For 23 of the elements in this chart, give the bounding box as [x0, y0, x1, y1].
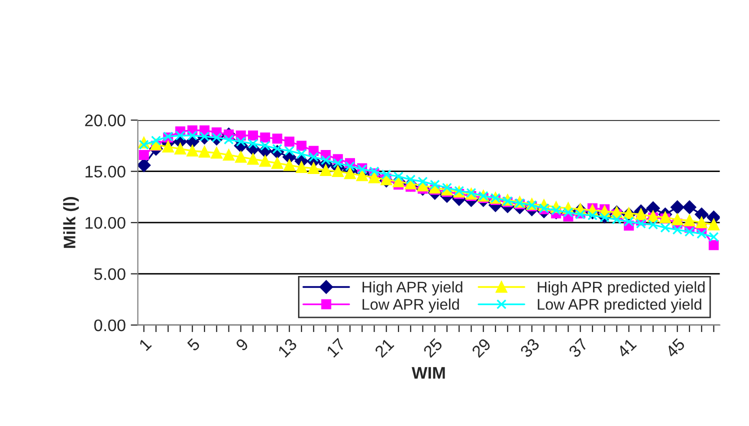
x-tick-label: 5 — [186, 338, 201, 352]
x-tick-label: 1 — [138, 338, 152, 352]
legend-label: Low APR predicted yield — [538, 298, 702, 313]
x-tick-label: 29 — [471, 338, 492, 358]
x-tick-label: 45 — [664, 338, 686, 358]
y-tick-label: 10.00 — [86, 216, 126, 229]
y-axis-title: Milk (l) — [63, 197, 79, 248]
legend-label: High APR yield — [362, 281, 462, 296]
x-tick-label: 37 — [568, 338, 588, 358]
legend-label: Low APR yield — [362, 298, 459, 313]
y-tick-label: 0.00 — [94, 319, 126, 332]
y-tick-label: 5.00 — [94, 268, 126, 280]
x-tick-label: 17 — [326, 338, 346, 358]
x-tick-label: 41 — [616, 338, 637, 358]
legend-label: High APR predicted yield — [538, 281, 705, 296]
x-tick-label: 21 — [374, 338, 394, 358]
y-tick-label: 15.00 — [86, 166, 126, 178]
x-axis-title: WIM — [412, 367, 445, 379]
x-tick-label: 9 — [235, 338, 249, 352]
x-tick-label: 33 — [520, 338, 540, 358]
x-tick-label: 25 — [422, 338, 444, 358]
x-tick-label: 13 — [277, 338, 298, 358]
y-tick-label: 20.00 — [85, 114, 126, 126]
